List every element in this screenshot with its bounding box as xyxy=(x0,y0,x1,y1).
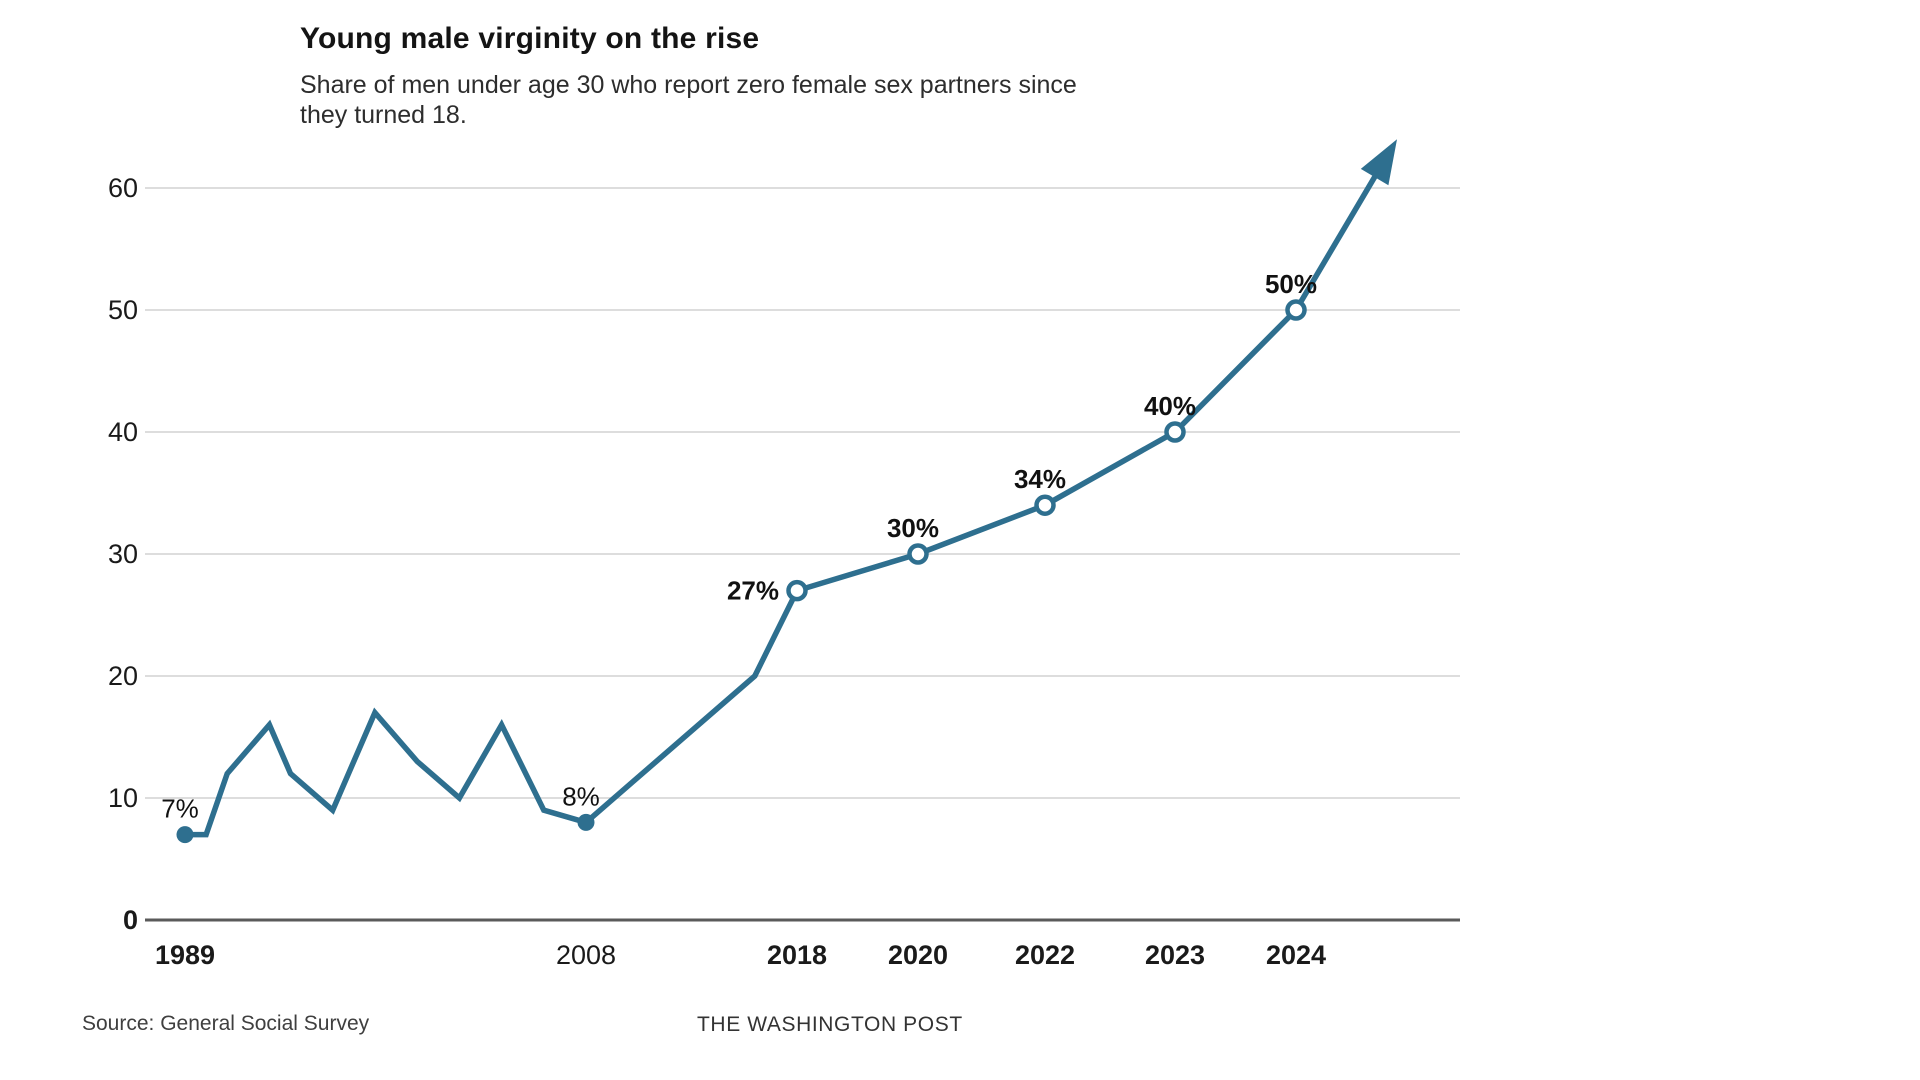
y-tick-label-40: 40 xyxy=(108,417,138,447)
chart-subtitle: Share of men under age 30 who report zer… xyxy=(300,70,1077,130)
x-tick-label-1989: 1989 xyxy=(155,940,215,970)
data-point-2023 xyxy=(1164,421,1186,443)
y-tick-label-0: 0 xyxy=(123,905,138,935)
y-tick-label-20: 20 xyxy=(108,661,138,691)
publisher-credit: THE WASHINGTON POST xyxy=(697,1013,963,1036)
point-label-1989: 7% xyxy=(161,794,199,824)
point-label-2023: 40% xyxy=(1144,391,1196,421)
trend-arrow-shaft xyxy=(1293,168,1382,312)
y-tick-label-50: 50 xyxy=(108,295,138,325)
point-label-2022: 34% xyxy=(1014,464,1066,494)
point-label-2020: 30% xyxy=(887,513,939,543)
x-tick-label-2020: 2020 xyxy=(888,940,948,970)
data-point-2020 xyxy=(907,543,929,565)
x-tick-label-2023: 2023 xyxy=(1145,940,1205,970)
y-tick-label-10: 10 xyxy=(108,783,138,813)
data-point-2008 xyxy=(577,813,595,831)
chart-subtitle-line2: they turned 18. xyxy=(300,101,467,129)
data-point-2022 xyxy=(1034,494,1056,516)
y-tick-label-60: 60 xyxy=(108,173,138,203)
chart-title: Young male virginity on the rise xyxy=(300,22,760,55)
trend-arrowhead xyxy=(1360,139,1397,186)
x-tick-label-2008: 2008 xyxy=(556,940,616,970)
data-point-2018 xyxy=(786,579,808,602)
point-label-2018: 27% xyxy=(727,576,779,606)
data-point-2024 xyxy=(1285,299,1307,321)
data-point-1989 xyxy=(176,826,194,844)
trend-line xyxy=(185,308,1298,838)
y-tick-label-30: 30 xyxy=(108,539,138,569)
x-tick-label-2024: 2024 xyxy=(1266,940,1326,970)
source-note: Source: General Social Survey xyxy=(82,1012,370,1035)
x-tick-label-2018: 2018 xyxy=(767,940,827,970)
chart-subtitle-line1: Share of men under age 30 who report zer… xyxy=(300,71,1077,99)
point-label-2008: 8% xyxy=(562,781,600,811)
point-label-2024: 50% xyxy=(1265,269,1317,299)
x-tick-label-2022: 2022 xyxy=(1015,940,1075,970)
